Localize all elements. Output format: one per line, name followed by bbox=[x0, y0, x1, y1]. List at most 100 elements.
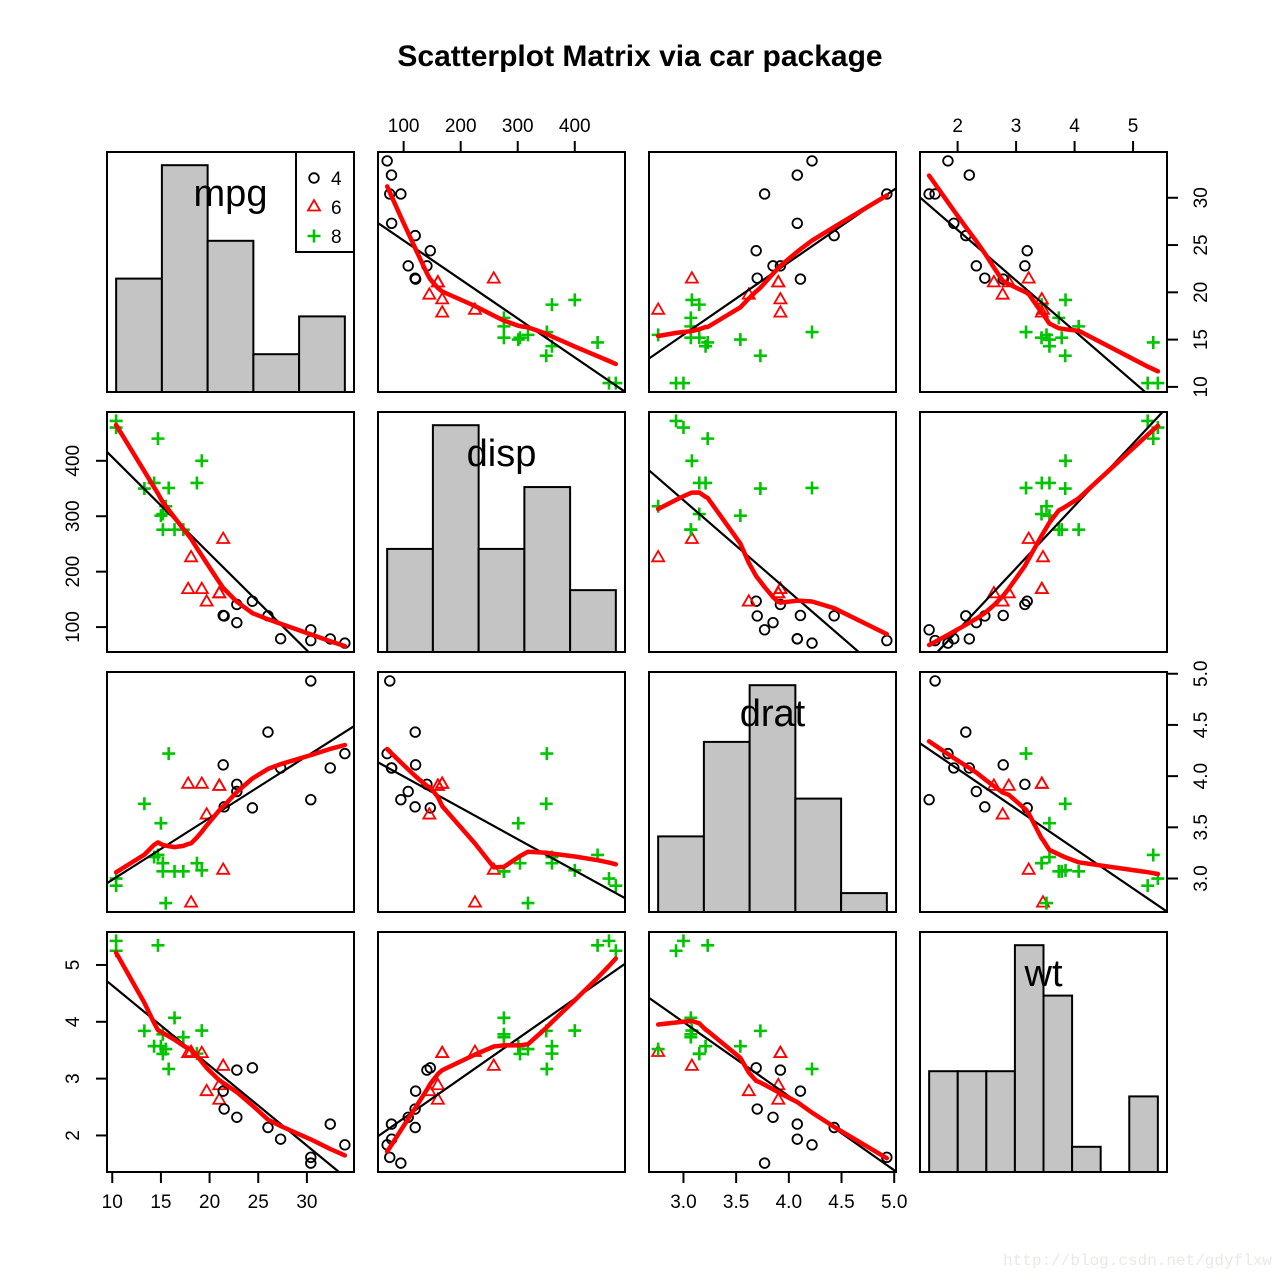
scatter-point-cyl4 bbox=[246, 595, 259, 607]
scatter-point-cyl6 bbox=[215, 1057, 231, 1071]
axis-tick-label: 20 bbox=[1191, 282, 1212, 303]
lowess-smooth-line bbox=[384, 956, 619, 1154]
scatter-point-cyl8 bbox=[1019, 481, 1033, 495]
scatter-point-cyl4 bbox=[324, 1118, 336, 1130]
scatter-point-cyl4 bbox=[1021, 245, 1033, 257]
scatter-point-cyl4 bbox=[402, 260, 414, 272]
scatter-point-cyl8 bbox=[137, 797, 151, 811]
scatter-point-cyl4 bbox=[948, 762, 960, 774]
regression-line bbox=[920, 742, 1167, 912]
axis-tick-label: 15 bbox=[150, 1192, 171, 1213]
scatter-point-cyl8 bbox=[190, 476, 204, 490]
scatter-point-cyl4 bbox=[231, 785, 243, 798]
scatter-point-cyl6 bbox=[194, 1044, 210, 1059]
scatter-point-cyl8 bbox=[1141, 414, 1155, 428]
scatter-point-cyl8 bbox=[1059, 863, 1073, 877]
scatter-point-cyl8 bbox=[513, 856, 527, 870]
panel-disp-histogram: disp bbox=[386, 424, 617, 652]
scatter-point-cyl4 bbox=[791, 1118, 803, 1130]
histogram-bar bbox=[1071, 1145, 1102, 1172]
scatter-point-cyl8 bbox=[511, 333, 525, 347]
scatter-point-cyl6 bbox=[650, 1043, 666, 1057]
scatter-point-cyl4 bbox=[274, 1133, 287, 1145]
panel-mpg-histogram: mpg bbox=[115, 164, 346, 392]
panel-border bbox=[106, 151, 355, 393]
scatter-point-cyl8 bbox=[609, 879, 623, 893]
regression-line bbox=[649, 996, 896, 1172]
scatter-point-cyl8 bbox=[692, 298, 706, 312]
scatter-point-cyl4 bbox=[970, 785, 983, 798]
scatter-point-cyl8 bbox=[162, 481, 176, 495]
scatter-point-cyl4 bbox=[305, 1157, 317, 1169]
scatter-point-cyl8 bbox=[733, 509, 747, 523]
axis-tick-label: 5.0 bbox=[881, 1192, 907, 1213]
scatter-point-cyl6 bbox=[772, 304, 788, 318]
scatter-point-cyl4 bbox=[385, 217, 398, 230]
scatter-point-cyl8 bbox=[190, 856, 204, 870]
scatter-point-cyl8 bbox=[511, 816, 525, 830]
scatter-point-cyl8 bbox=[521, 328, 535, 342]
scatter-point-cyl6 bbox=[183, 549, 199, 563]
scatter-point-cyl4 bbox=[791, 217, 803, 230]
axis-tick-label: 4 bbox=[63, 1016, 84, 1027]
scatter-point-cyl8 bbox=[684, 523, 698, 537]
histogram-bar bbox=[1128, 1095, 1159, 1172]
scatter-point-cyl6 bbox=[434, 1044, 450, 1059]
axis-tick-label: 400 bbox=[559, 116, 591, 137]
scatter-point-cyl4 bbox=[881, 634, 893, 647]
scatter-point-cyl6 bbox=[434, 304, 450, 318]
scatter-point-cyl4 bbox=[942, 155, 954, 167]
histogram-bar bbox=[569, 589, 617, 652]
axis-tick-label: 30 bbox=[296, 1192, 317, 1213]
scatter-point-cyl4 bbox=[751, 1103, 763, 1115]
scatter-point-cyl8 bbox=[1042, 816, 1056, 830]
scatter-point-cyl6 bbox=[995, 286, 1011, 300]
scatter-point-cyl6 bbox=[684, 1057, 700, 1071]
scatter-point-cyl4 bbox=[923, 793, 935, 806]
scatter-point-cyl8 bbox=[669, 414, 683, 428]
scatter-point-cyl4 bbox=[828, 610, 840, 622]
panel-border bbox=[919, 931, 1168, 1173]
scatter-point-cyl8 bbox=[753, 1024, 767, 1038]
scatter-point-cyl4 bbox=[767, 1111, 779, 1123]
scatter-point-cyl8 bbox=[1151, 376, 1165, 390]
lowess-smooth-line bbox=[113, 422, 348, 649]
legend: 4 6 8 bbox=[295, 151, 355, 253]
scatter-point-cyl8 bbox=[1040, 499, 1054, 513]
axis-tick-label: 25 bbox=[1191, 234, 1212, 255]
scatter-point-cyl4 bbox=[758, 1157, 771, 1169]
histogram-bar bbox=[1042, 994, 1074, 1172]
scatter-point-cyl6 bbox=[684, 530, 700, 544]
scatter-point-cyl8 bbox=[1146, 432, 1160, 446]
scatter-point-cyl8 bbox=[1072, 864, 1086, 878]
lowess-smooth-line bbox=[926, 173, 1161, 374]
scatter-point-cyl6 bbox=[215, 861, 231, 875]
scatter-point-cyl4 bbox=[794, 609, 807, 622]
scatter-point-cyl8 bbox=[568, 293, 582, 307]
scatter-point-cyl6 bbox=[1021, 270, 1037, 284]
scatter-point-cyl4 bbox=[767, 616, 779, 629]
panel-border bbox=[106, 671, 355, 913]
legend-symbol-triangle bbox=[306, 198, 322, 212]
axis-tick-label: 30 bbox=[1191, 187, 1212, 208]
axis-tick-label: 5.0 bbox=[1191, 661, 1212, 687]
scatter-point-cyl8 bbox=[1146, 848, 1160, 862]
scatter-point-cyl6 bbox=[194, 775, 210, 789]
scatter-point-cyl4 bbox=[774, 598, 787, 611]
scatter-point-cyl6 bbox=[430, 1077, 446, 1091]
scatter-point-cyl4 bbox=[794, 1085, 807, 1097]
regression-line bbox=[378, 222, 625, 392]
lowess-smooth-line bbox=[113, 950, 348, 1158]
axis-tick-label: 3.0 bbox=[1191, 865, 1212, 891]
scatter-point-cyl4 bbox=[979, 801, 991, 813]
scatter-point-cyl8 bbox=[137, 1024, 151, 1038]
scatter-point-cyl8 bbox=[805, 1062, 819, 1076]
scatter-point-cyl8 bbox=[733, 1039, 747, 1053]
legend-label: 8 bbox=[331, 227, 342, 248]
panel-border bbox=[377, 151, 626, 393]
axis-tick-label: 2 bbox=[952, 116, 963, 137]
panel-border bbox=[377, 931, 626, 1173]
panel-drat-vs-mpg bbox=[107, 675, 354, 910]
scatter-point-cyl4 bbox=[960, 726, 972, 738]
